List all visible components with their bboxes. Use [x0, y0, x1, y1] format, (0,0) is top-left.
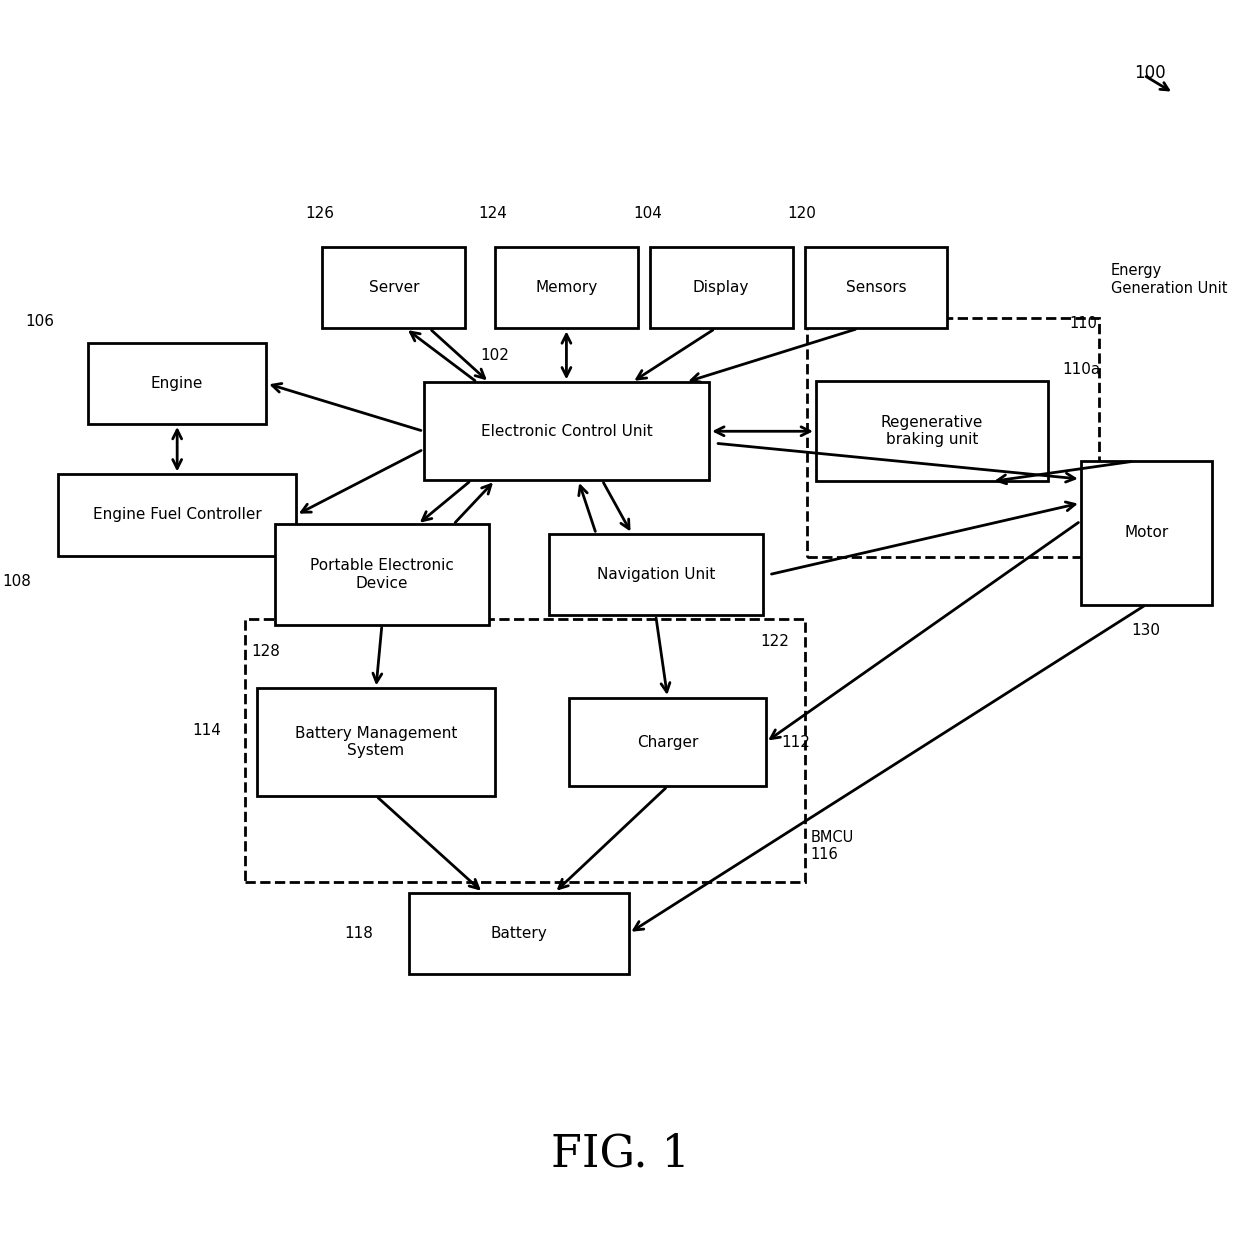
Text: 102: 102 [481, 349, 510, 364]
Bar [548, 534, 763, 615]
Bar [569, 697, 766, 787]
Text: 124: 124 [479, 207, 507, 222]
Text: 110a: 110a [1063, 361, 1100, 377]
Text: Charger: Charger [637, 735, 698, 749]
Text: Regenerative
braking unit: Regenerative braking unit [880, 415, 983, 447]
Bar [409, 893, 629, 974]
Text: 130: 130 [1132, 624, 1161, 639]
Text: Memory: Memory [536, 280, 598, 295]
Bar [257, 688, 495, 796]
Bar [807, 317, 1099, 557]
Text: Engine Fuel Controller: Engine Fuel Controller [93, 508, 262, 523]
Bar [275, 524, 489, 625]
Text: Display: Display [693, 280, 749, 295]
Bar [495, 248, 637, 329]
Bar [88, 342, 267, 425]
Text: 106: 106 [26, 314, 55, 329]
Text: 110: 110 [1069, 316, 1097, 331]
Text: Navigation Unit: Navigation Unit [596, 568, 715, 583]
Text: Battery Management
System: Battery Management System [295, 726, 458, 758]
Text: 120: 120 [787, 207, 817, 222]
Text: Engine: Engine [151, 376, 203, 391]
Text: Sensors: Sensors [846, 280, 906, 295]
Text: FIG. 1: FIG. 1 [551, 1133, 689, 1177]
Bar [58, 474, 296, 555]
Bar [650, 248, 792, 329]
Text: Electronic Control Unit: Electronic Control Unit [481, 423, 652, 438]
Bar [1081, 461, 1211, 605]
Text: 108: 108 [2, 574, 31, 589]
Text: 122: 122 [760, 634, 789, 649]
Bar [322, 248, 465, 329]
Bar [805, 248, 947, 329]
Text: 114: 114 [192, 722, 222, 737]
Text: 128: 128 [250, 644, 280, 659]
Text: 118: 118 [345, 926, 373, 941]
Text: Portable Electronic
Device: Portable Electronic Device [310, 559, 454, 591]
Text: 104: 104 [632, 207, 662, 222]
Bar [424, 382, 709, 481]
Bar [246, 619, 805, 881]
Text: 126: 126 [305, 207, 335, 222]
Text: 100: 100 [1133, 63, 1166, 82]
Text: Server: Server [368, 280, 419, 295]
Text: Battery: Battery [491, 926, 547, 941]
Text: Motor: Motor [1123, 525, 1168, 540]
Text: BMCU
116: BMCU 116 [811, 830, 853, 863]
Text: Energy
Generation Unit: Energy Generation Unit [1111, 263, 1228, 295]
Bar [816, 381, 1048, 482]
Text: 112: 112 [781, 735, 810, 749]
